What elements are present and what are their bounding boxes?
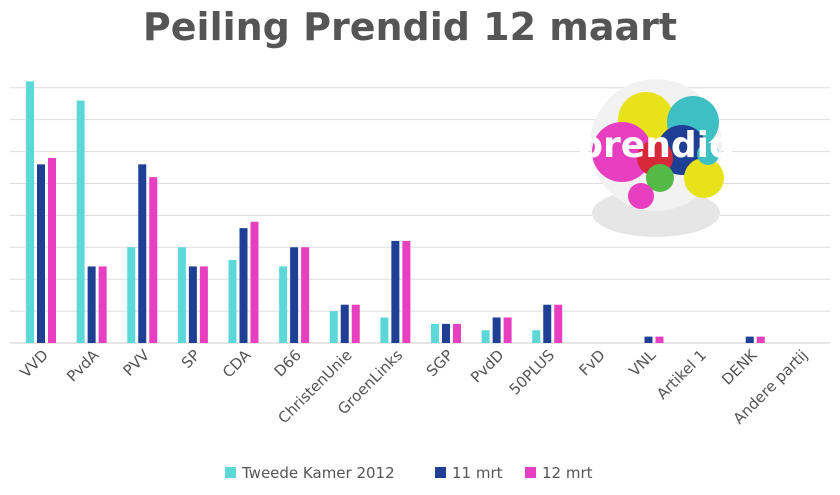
bar xyxy=(98,266,107,343)
x-tick-label: FvD xyxy=(575,346,608,379)
bar xyxy=(644,336,653,343)
x-tick-label: CDA xyxy=(219,346,255,382)
prendid-logo-icon: prendid xyxy=(577,79,735,237)
bar xyxy=(279,266,288,343)
legend-swatch xyxy=(225,467,236,478)
bar xyxy=(138,164,147,343)
logo-bubble xyxy=(684,158,724,198)
bar xyxy=(402,240,411,343)
bar xyxy=(199,266,208,343)
bars xyxy=(26,81,765,344)
bar xyxy=(745,336,754,343)
bar xyxy=(290,247,299,343)
legend-entry: 12 mrt xyxy=(542,464,593,482)
bar xyxy=(48,157,56,343)
bar xyxy=(329,311,338,343)
x-tick-label: VVD xyxy=(16,346,51,381)
bar xyxy=(756,336,765,343)
bar xyxy=(250,221,259,343)
bar xyxy=(239,228,248,343)
bar xyxy=(554,304,563,343)
logo-bubble xyxy=(646,164,674,192)
x-tick-label: Artikel 1 xyxy=(653,346,710,403)
bar xyxy=(87,266,96,343)
gridlines xyxy=(10,87,830,344)
bar xyxy=(228,260,237,343)
logo-text: prendid xyxy=(577,125,734,166)
bar xyxy=(442,323,450,343)
bar xyxy=(37,164,45,343)
x-tick-label: D66 xyxy=(271,346,305,380)
bar xyxy=(543,304,552,343)
legend: Tweede Kamer 2012 11 mrt 12 mrt xyxy=(225,464,593,482)
x-tick-label: 50PLUS xyxy=(506,346,559,399)
bar xyxy=(301,247,310,343)
bar xyxy=(26,81,34,343)
x-tick-label: SP xyxy=(178,346,204,372)
chart-title: Peiling Prendid 12 maart xyxy=(143,5,677,49)
legend-entry: 11 mrt xyxy=(452,464,503,482)
bar xyxy=(453,323,461,343)
logo-bubble xyxy=(697,143,719,165)
bar xyxy=(149,177,158,343)
bar xyxy=(76,100,85,344)
x-tick-label: PVV xyxy=(119,346,153,380)
bar xyxy=(391,240,400,343)
legend-entry: Tweede Kamer 2012 xyxy=(241,464,395,482)
x-tick-label: SGP xyxy=(423,346,457,380)
bar xyxy=(127,247,136,343)
bar xyxy=(380,317,389,343)
bar xyxy=(340,304,349,343)
bar xyxy=(481,330,490,343)
x-tick-label: DENK xyxy=(718,345,761,388)
bar xyxy=(655,336,664,343)
bar xyxy=(492,317,501,343)
bar xyxy=(351,304,360,343)
legend-swatch xyxy=(435,467,446,478)
bar xyxy=(503,317,512,343)
logo-bubble xyxy=(592,122,652,182)
x-tick-label: PvdD xyxy=(467,346,507,386)
bar xyxy=(177,247,186,343)
legend-swatch xyxy=(525,467,536,478)
x-tick-label: VNL xyxy=(625,346,659,380)
bar xyxy=(431,323,439,343)
x-tick-label: PvdA xyxy=(63,346,103,386)
bar xyxy=(188,266,197,343)
x-axis-tick-labels: VVD PvdA PVV SP CDA D66ChristenUnieGroenLinks… xyxy=(16,345,811,427)
logo-bubble xyxy=(628,183,654,209)
bar xyxy=(532,330,541,343)
